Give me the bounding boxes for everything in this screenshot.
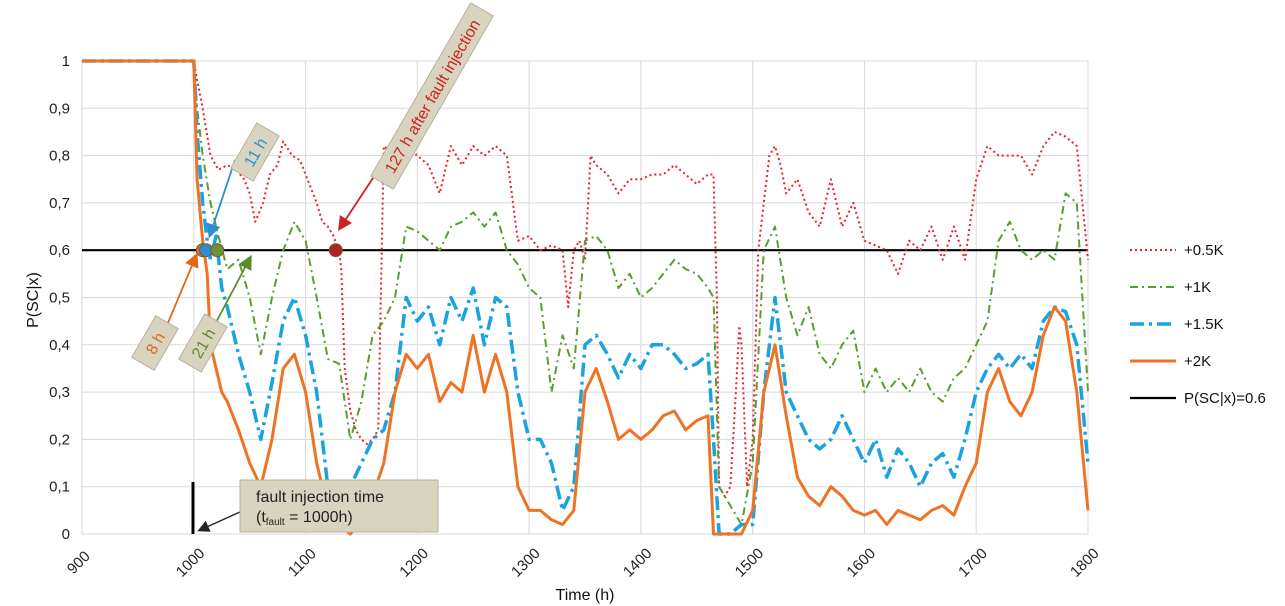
arrow-8h <box>164 252 199 331</box>
label-box-11h <box>230 122 280 182</box>
y-tick-label: 0,9 <box>49 100 70 117</box>
legend-label: +0.5K <box>1184 242 1224 259</box>
legend-label: +2K <box>1184 353 1211 370</box>
x-tick-label: 1100 <box>285 545 320 580</box>
fault-arrow <box>197 511 241 532</box>
x-tick-label: 1300 <box>508 545 544 581</box>
arrow-11h <box>206 159 236 239</box>
y-tick-label: 1 <box>62 53 70 70</box>
y-tick-label: 0,8 <box>49 148 70 165</box>
y-axis-label: P(SC|x) <box>25 272 42 328</box>
fault-label-sub: (tfault = 1000h) <box>256 509 353 528</box>
label-127h: 127 h after fault injection <box>382 17 484 176</box>
series-line--2k <box>82 59 1090 536</box>
x-tick-label: 900 <box>64 548 94 578</box>
series-line--1-5k <box>82 59 1090 536</box>
series-line--0-5k <box>82 60 1089 498</box>
grid <box>81 60 1089 535</box>
y-tick-label: 0,6 <box>49 242 70 259</box>
y-tick-label: 0,3 <box>49 384 70 401</box>
legend-label: +1K <box>1184 279 1211 296</box>
legend: +0.5K +1K +1.5K +2K P(SC|x)=0.6 <box>1130 242 1266 407</box>
detection-points <box>195 243 343 258</box>
series-layer <box>82 59 1090 536</box>
y-tick-label: 0 <box>62 526 70 543</box>
y-tick-label: 0,1 <box>49 479 70 496</box>
arrow-21h <box>211 254 252 331</box>
x-tick-label: 1800 <box>1067 545 1103 581</box>
x-tick-label: 1400 <box>620 545 656 581</box>
series-line--1k <box>82 60 1089 526</box>
label-box-8h <box>131 315 179 371</box>
detection-point <box>328 243 343 258</box>
title-area <box>0 0 1285 4</box>
x-tick-label: 1500 <box>732 545 768 581</box>
annotation-127h: 127 h after fault injection <box>338 2 494 232</box>
y-tick-label: 0,5 <box>49 290 70 307</box>
detection-point <box>210 243 225 258</box>
legend-label: +1.5K <box>1184 316 1224 333</box>
annotation-21h: 21 h <box>178 254 252 373</box>
x-axis-ticks: 900 1000 1100 1200 1300 1400 1500 1600 1700 1800 <box>64 545 1103 581</box>
fault-injection-annotation: fault injection time (tfault = 1000h) <box>191 479 439 534</box>
fault-label-main: fault injection time <box>256 489 384 506</box>
label-box-127h <box>370 2 494 190</box>
y-tick-label: 0,4 <box>49 337 70 354</box>
y-axis-ticks: 0 0,1 0,2 0,3 0,4 0,5 0,6 0,7 0,8 0,9 1 <box>49 53 70 543</box>
x-tick-label: 1700 <box>955 545 991 581</box>
x-tick-label: 1600 <box>843 545 879 581</box>
arrow-127h <box>338 174 376 232</box>
legend-label: P(SC|x)=0.6 <box>1184 390 1266 407</box>
x-axis-label: Time (h) <box>556 587 615 604</box>
x-tick-label: 1200 <box>396 545 432 581</box>
label-box-21h <box>178 313 228 373</box>
x-tick-label: 1000 <box>173 545 209 581</box>
y-tick-label: 0,7 <box>49 195 70 212</box>
fault-label-box <box>239 479 439 533</box>
y-tick-label: 0,2 <box>49 431 70 448</box>
